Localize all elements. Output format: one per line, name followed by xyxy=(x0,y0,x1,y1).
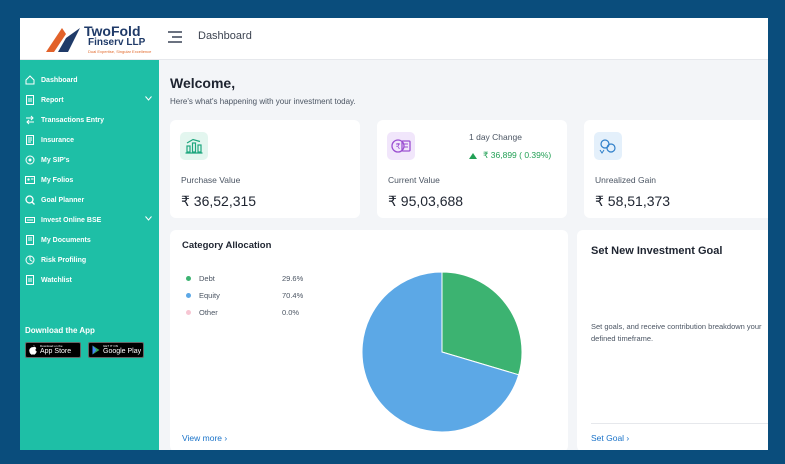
chevron-down-icon xyxy=(145,216,152,221)
pie-slice-debt[interactable] xyxy=(441,271,523,376)
sidebar-item-watchlist[interactable]: Watchlist xyxy=(24,271,156,289)
category-allocation-card: Category Allocation Debt 29.6% Equity 70… xyxy=(170,230,568,450)
legend-label: Debt xyxy=(199,274,215,283)
sip-icon xyxy=(24,154,36,166)
watchlist-icon xyxy=(24,274,36,286)
sidebar: Dashboard Report Transactions Entry Insu… xyxy=(20,60,159,450)
purchase-value-card: Purchase Value ₹ 36,52,315 xyxy=(170,120,360,218)
svg-text:₹: ₹ xyxy=(395,142,400,151)
purchase-value-label: Purchase Value xyxy=(181,175,241,185)
app-store-small-text: Download on the xyxy=(40,343,63,348)
sidebar-item-label: My Documents xyxy=(41,236,91,244)
legend-label: Other xyxy=(199,308,218,317)
day-change-amount: ₹ 36,899 ( 0.39%) xyxy=(483,150,552,160)
sidebar-item-risk-profiling[interactable]: Risk Profiling xyxy=(24,251,156,269)
sidebar-item-label: Watchlist xyxy=(41,276,72,284)
app-store-label: App Store xyxy=(40,347,72,355)
goal-icon xyxy=(24,194,36,206)
purchase-value-amount: ₹ 36,52,315 xyxy=(181,193,257,209)
divider xyxy=(591,423,768,424)
unrealized-gain-card: Unrealized Gain ₹ 58,51,373 xyxy=(584,120,768,218)
document-icon xyxy=(24,234,36,246)
risk-icon xyxy=(24,254,36,266)
sidebar-item-label: Insurance xyxy=(41,136,75,144)
app-window: TwoFold Finserv LLP Dual Expertise, Sing… xyxy=(20,18,768,450)
set-goal-link[interactable]: Set Goal › xyxy=(591,433,630,443)
brand-logo[interactable]: TwoFold Finserv LLP Dual Expertise, Sing… xyxy=(44,22,160,56)
sidebar-item-my-sips[interactable]: My SIP's xyxy=(24,151,156,169)
day-change-value: ₹ 36,899 ( 0.39%) xyxy=(469,150,551,161)
brand-tagline: Dual Expertise, Singular Excellence xyxy=(88,49,152,54)
legend-dot-debt xyxy=(186,276,191,281)
legend-percent: 0.0% xyxy=(282,308,300,317)
bse-icon xyxy=(24,214,36,226)
legend-percent: 29.6% xyxy=(282,274,304,283)
transfer-icon xyxy=(24,114,36,126)
sidebar-item-goal-planner[interactable]: Goal Planner xyxy=(24,191,156,209)
sidebar-item-transactions-entry[interactable]: Transactions Entry xyxy=(24,111,156,129)
folio-icon xyxy=(24,174,36,186)
current-value-amount: ₹ 95,03,688 xyxy=(388,193,464,209)
coins-exchange-icon xyxy=(594,132,622,160)
google-play-small-text: GET IT ON xyxy=(103,343,118,348)
goal-title: Set New Investment Goal xyxy=(591,245,723,257)
sidebar-item-my-folios[interactable]: My Folios xyxy=(24,171,156,189)
rupee-wallet-icon: ₹ xyxy=(387,132,415,160)
legend-item-other[interactable]: Other 0.0% xyxy=(186,308,306,318)
sidebar-item-insurance[interactable]: Insurance xyxy=(24,131,156,149)
brand-name: TwoFold xyxy=(84,23,141,39)
legend-dot-other xyxy=(186,310,191,315)
sidebar-item-label: Dashboard xyxy=(41,76,78,84)
document-icon xyxy=(24,134,36,146)
google-play-button[interactable]: GET IT ON Google Play xyxy=(88,342,144,358)
sidebar-item-label: Invest Online BSE xyxy=(41,216,102,224)
pie-slice-equity[interactable] xyxy=(361,271,520,433)
brand-subname: Finserv LLP xyxy=(88,37,146,48)
legend-item-debt[interactable]: Debt 29.6% xyxy=(186,274,306,284)
sidebar-item-label: My SIP's xyxy=(41,156,70,164)
sidebar-item-dashboard[interactable]: Dashboard xyxy=(24,71,156,89)
menu-toggle-icon[interactable] xyxy=(168,31,182,45)
view-more-link[interactable]: View more › xyxy=(182,433,228,443)
unrealized-gain-label: Unrealized Gain xyxy=(595,175,656,185)
day-change-label: 1 day Change xyxy=(469,132,522,142)
current-value-label: Current Value xyxy=(388,175,440,185)
current-value-card: ₹ 1 day Change ₹ 36,899 ( 0.39%) Current… xyxy=(377,120,567,218)
app-store-button[interactable]: Download on the App Store xyxy=(25,342,81,358)
allocation-pie-chart xyxy=(361,271,523,433)
investment-goal-card: Set New Investment Goal Set goals, and r… xyxy=(577,230,768,450)
sidebar-item-label: Report xyxy=(41,96,64,104)
up-arrow-icon xyxy=(469,152,477,159)
page-title: Dashboard xyxy=(198,30,252,42)
unrealized-gain-amount: ₹ 58,51,373 xyxy=(595,193,671,209)
google-play-icon xyxy=(92,345,100,355)
welcome-subtitle: Here's what's happening with your invest… xyxy=(170,97,356,106)
google-play-label: Google Play xyxy=(103,347,142,355)
home-icon xyxy=(24,74,36,86)
allocation-title: Category Allocation xyxy=(182,240,272,251)
report-icon xyxy=(24,94,36,106)
top-bar: TwoFold Finserv LLP Dual Expertise, Sing… xyxy=(20,18,768,60)
sidebar-item-label: Risk Profiling xyxy=(41,256,87,264)
apple-icon xyxy=(29,345,37,355)
sidebar-item-label: My Folios xyxy=(41,176,74,184)
sidebar-item-my-documents[interactable]: My Documents xyxy=(24,231,156,249)
sidebar-item-invest-online-bse[interactable]: Invest Online BSE xyxy=(24,211,156,229)
chevron-down-icon xyxy=(145,96,152,101)
legend-percent: 70.4% xyxy=(282,291,304,300)
sidebar-item-label: Goal Planner xyxy=(41,196,85,204)
download-app-title: Download the App xyxy=(25,326,95,335)
welcome-title: Welcome, xyxy=(170,75,236,91)
sidebar-item-report[interactable]: Report xyxy=(24,91,156,109)
investment-chart-icon xyxy=(180,132,208,160)
logo-mark-icon xyxy=(46,28,80,52)
legend-label: Equity xyxy=(199,291,220,300)
sidebar-item-label: Transactions Entry xyxy=(41,116,105,124)
goal-description: Set goals, and receive contribution brea… xyxy=(591,322,762,343)
legend-item-equity[interactable]: Equity 70.4% xyxy=(186,291,306,301)
legend-dot-equity xyxy=(186,293,191,298)
